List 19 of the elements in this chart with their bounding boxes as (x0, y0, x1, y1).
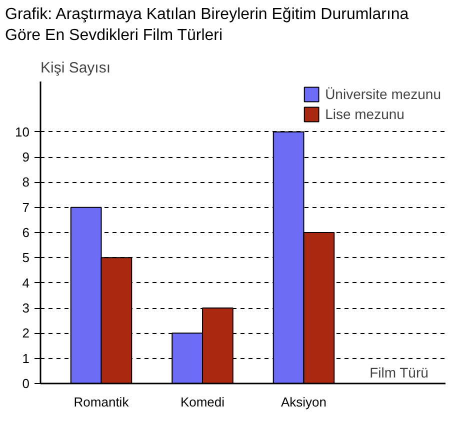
y-axis-title: Kişi Sayısı (40, 59, 111, 76)
y-tick-label: 1 (22, 350, 30, 366)
y-tick-label: 5 (22, 250, 30, 265)
legend-label: Lise mezunu (325, 106, 404, 122)
x-tick-label: Komedi (180, 394, 225, 410)
y-tick-label: 8 (22, 174, 30, 190)
y-tick-label: 4 (22, 274, 30, 290)
x-axis-title: Film Türü (370, 364, 428, 380)
y-tick-label: 7 (22, 199, 30, 214)
y-tick-label: 0 (22, 376, 30, 391)
y-tick-label: 6 (22, 224, 30, 240)
y-tick-label: 2 (22, 325, 30, 340)
y-tick-label: 10 (15, 124, 30, 139)
legend-label: Üniversite mezunu (325, 86, 441, 102)
y-tick-label: 9 (22, 149, 30, 164)
x-tick-label: Aksiyon (280, 394, 327, 410)
x-tick-label: Romantik (74, 394, 130, 410)
chart-title: Grafik: Araştırmaya Katılan Bireylerin Eğitim Durumlarına Göre En Sevdikleri Film Türleri (5, 5, 410, 46)
y-tick-label: 3 (22, 300, 30, 316)
